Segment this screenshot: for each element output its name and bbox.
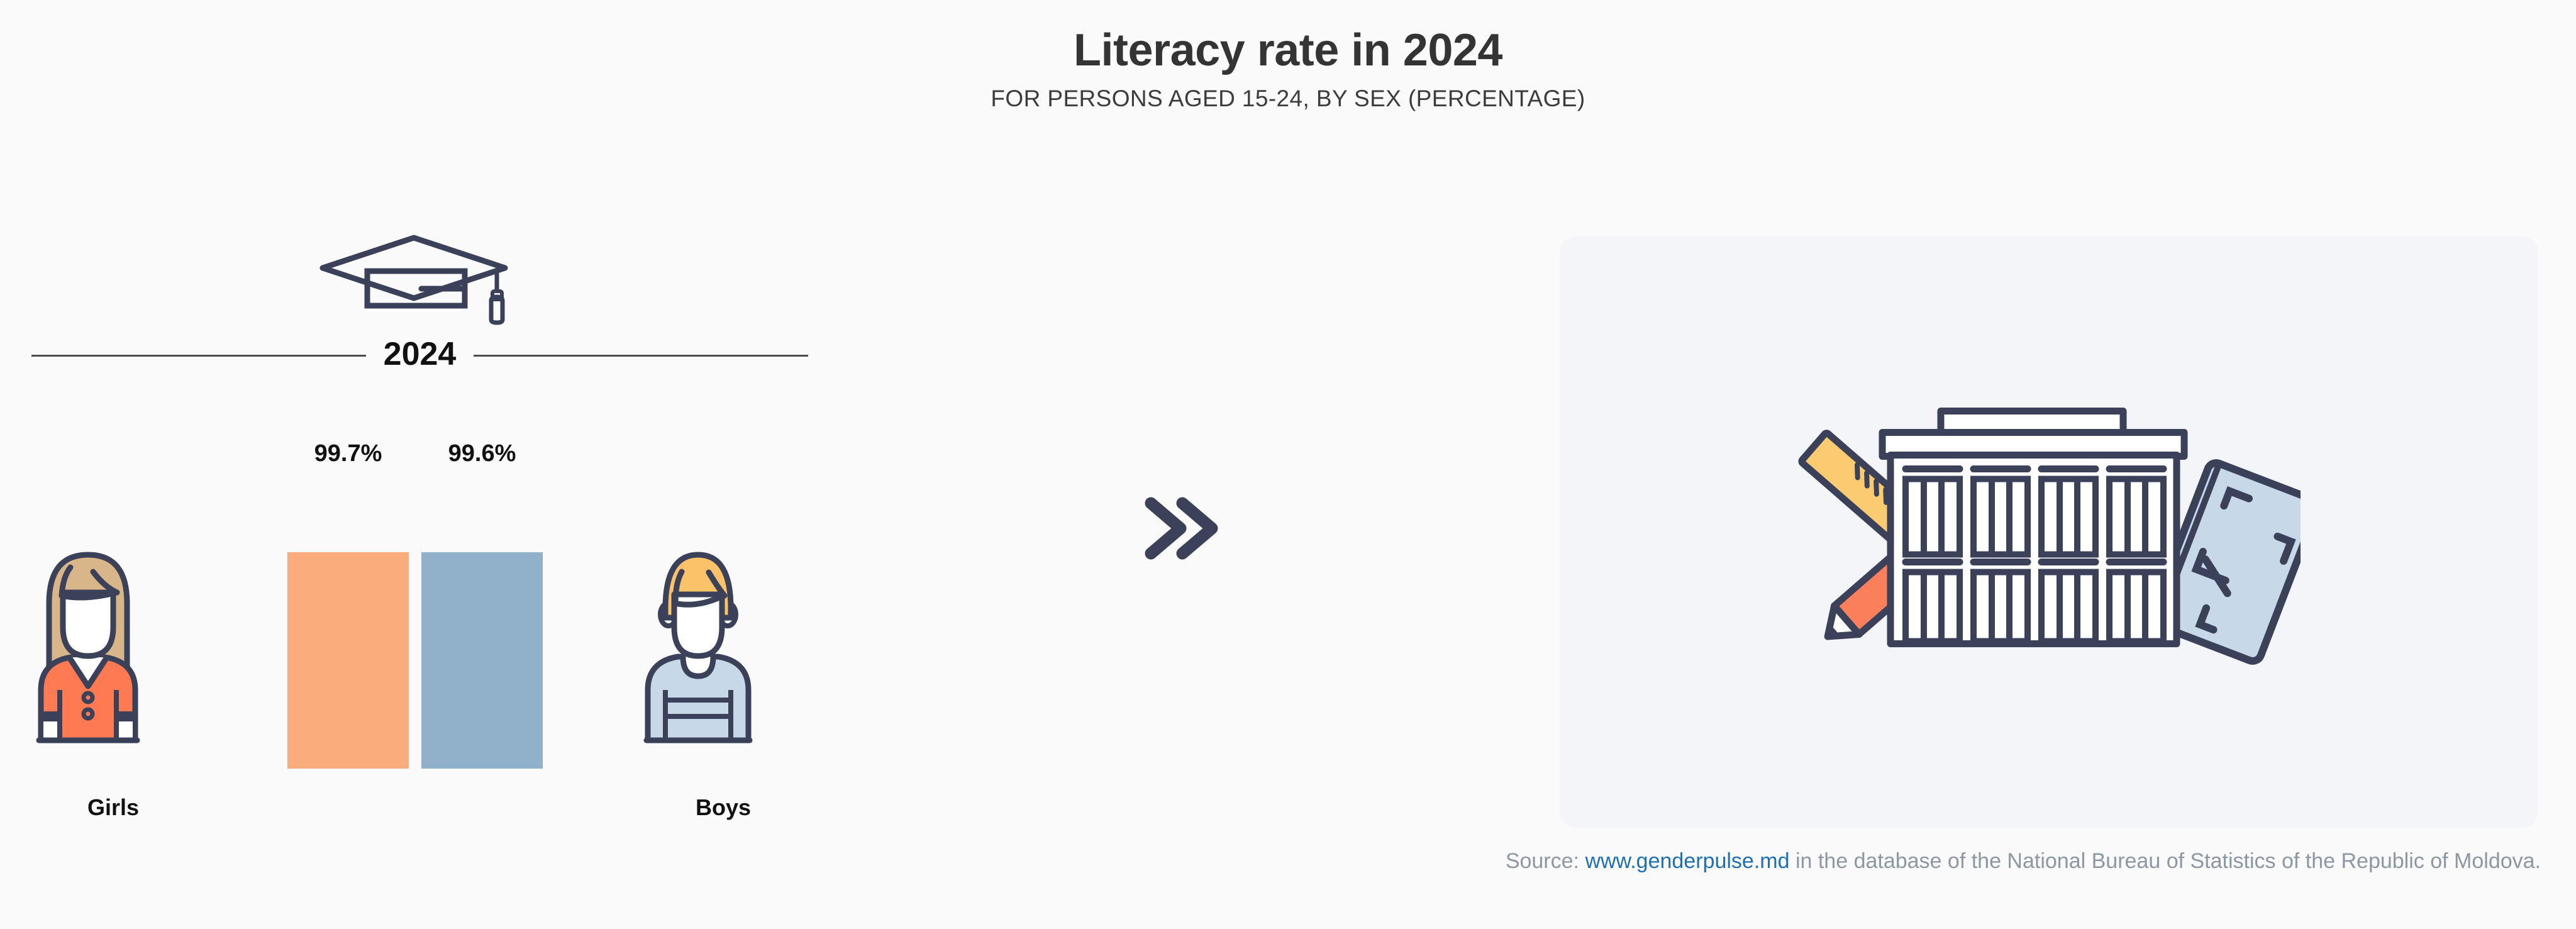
source-prefix: Source: (1505, 849, 1585, 873)
school-building-icon (1797, 374, 2321, 691)
page-title: Literacy rate in 2024 (1074, 25, 1502, 75)
chart-panel: 2024 99.7% 99.6% (0, 208, 843, 837)
double-chevron-right-icon (1129, 487, 1236, 572)
divider-line-left (31, 354, 366, 357)
page-subtitle: FOR PERSONS AGED 15-24, BY SEX (PERCENTA… (991, 86, 1585, 111)
category-label-girls: Girls (87, 794, 140, 820)
bar-value-girls: 99.7% (314, 440, 382, 467)
illustration-panel (1560, 236, 2538, 828)
category-label-boys: Boys (695, 794, 752, 820)
source-suffix: in the database of the National Bureau o… (1789, 849, 2541, 873)
boy-figure-icon (635, 533, 761, 769)
chart-header: Literacy rate in 2024 FOR PERSONS AGED 1… (0, 0, 2576, 110)
source-link[interactable]: www.genderpulse.md (1585, 849, 1790, 873)
year-label: 2024 (383, 336, 457, 372)
bar-value-boys: 99.6% (448, 440, 516, 467)
bar-girls[interactable] (287, 552, 409, 769)
divider-line-right (474, 354, 808, 357)
bar-boys[interactable] (421, 552, 543, 769)
source-attribution: Source: www.genderpulse.md in the databa… (1506, 850, 2541, 872)
girl-figure-icon (25, 533, 151, 769)
graduation-cap-icon (313, 231, 514, 335)
year-divider-band: 2024 (31, 337, 808, 374)
